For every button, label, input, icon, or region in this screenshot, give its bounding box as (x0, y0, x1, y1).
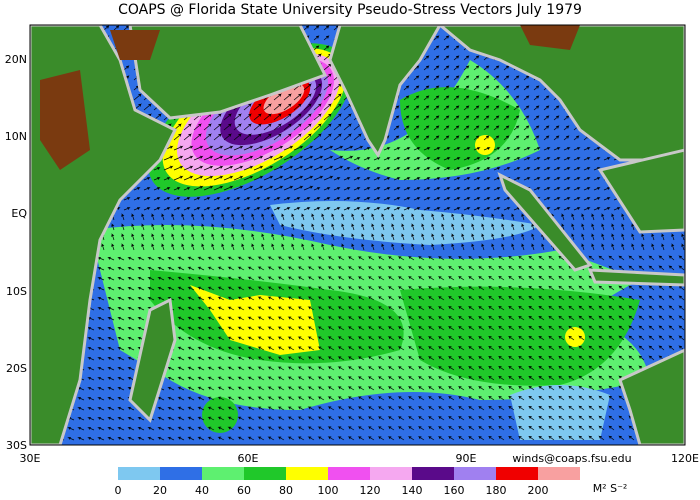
colorbar-swatch (370, 467, 412, 480)
land-australia (618, 348, 685, 445)
colorbar-swatch (496, 467, 538, 480)
colorbar-swatch (328, 467, 370, 480)
colorbar-label: 180 (486, 484, 507, 497)
colorbar-label: 0 (115, 484, 122, 497)
lat-label: 30S (6, 439, 27, 452)
lon-label: 60E (238, 452, 259, 465)
colorbar-label: 80 (279, 484, 293, 497)
land-java (587, 268, 685, 287)
wind-zone (190, 285, 320, 355)
colorbar-label: 20 (153, 484, 167, 497)
colorbar-swatch (538, 467, 580, 480)
wind-zone (510, 385, 610, 440)
land-india (328, 25, 442, 159)
lat-label: EQ (11, 207, 27, 220)
wind-zone (270, 201, 540, 245)
colorbar-label: 120 (360, 484, 381, 497)
land-borneo (597, 148, 685, 234)
colorbar-unit: M² S⁻² (593, 482, 628, 495)
colorbar-swatch (412, 467, 454, 480)
lon-label: 30E (20, 452, 41, 465)
land-arabia (128, 25, 328, 120)
map-frame (29, 24, 686, 446)
jet-contour (263, 83, 305, 115)
colorbar-swatch (286, 467, 328, 480)
colorbar-label: 60 (237, 484, 251, 497)
lon-label: 90E (456, 452, 477, 465)
wind-zone (202, 397, 238, 433)
land-sumatra (497, 172, 593, 272)
land-madagascar (128, 297, 177, 423)
land-asia (437, 25, 685, 162)
colorbar-label: 140 (402, 484, 423, 497)
map-area (30, 25, 685, 445)
land-highlands (40, 25, 580, 170)
colorbar-swatch (244, 467, 286, 480)
colorbar-label: 160 (444, 484, 465, 497)
credit: winds@coaps.fsu.edu (512, 452, 631, 465)
colorbar: 0 20 40 60 80 100 120 140 160 180 200 (115, 467, 580, 497)
colorbar-label: 100 (318, 484, 339, 497)
wind-zone (475, 135, 495, 155)
colorbar-swatch (118, 467, 160, 480)
lat-label: 20S (6, 362, 27, 375)
lat-label: 20N (5, 53, 27, 66)
wind-zone (565, 327, 585, 347)
lon-label: 120E (671, 452, 699, 465)
colorbar-label: 200 (528, 484, 549, 497)
colorbar-swatch (454, 467, 496, 480)
lat-label: 10S (6, 285, 27, 298)
lat-label: 10N (5, 130, 27, 143)
map-title: COAPS @ Florida State University Pseudo-… (118, 2, 582, 18)
colorbar-label: 40 (195, 484, 209, 497)
wind-zone (400, 286, 640, 386)
colorbar-swatch (160, 467, 202, 480)
colorbar-swatch (202, 467, 244, 480)
